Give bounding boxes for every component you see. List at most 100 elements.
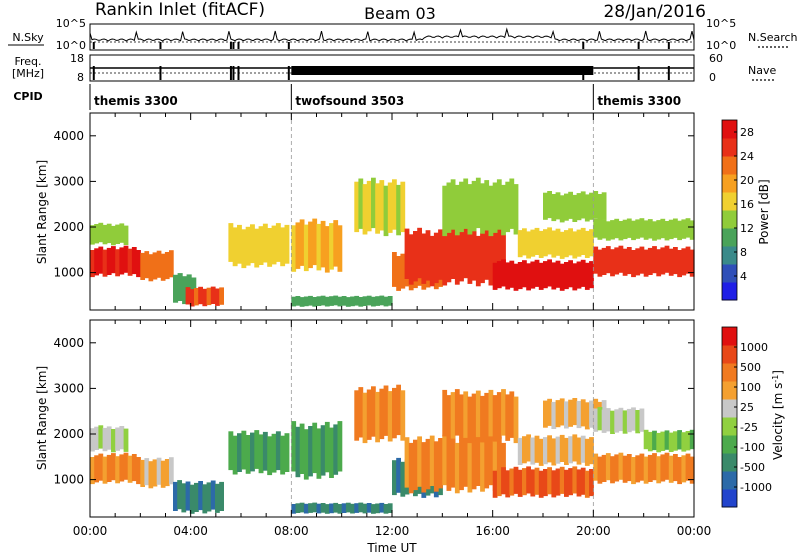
power-cell <box>492 231 498 283</box>
velocity-cell <box>463 391 469 438</box>
power-cell <box>555 192 561 220</box>
velocity-cell <box>580 435 586 463</box>
y-tick-label: 4000 <box>53 336 84 350</box>
power-cell <box>324 226 330 273</box>
velocity-cell <box>350 503 355 514</box>
velocity-cell <box>194 482 199 512</box>
velocity-cell <box>316 428 322 479</box>
velocity-cell <box>572 398 578 426</box>
velocity-cell <box>538 438 544 466</box>
velocity-cell <box>496 437 502 488</box>
power-cell <box>580 191 586 219</box>
noise-trace <box>89 27 695 49</box>
power-cell <box>366 180 372 232</box>
velocity-cell <box>589 469 594 497</box>
power-cell <box>660 247 666 275</box>
velocity-cell <box>568 399 573 427</box>
velocity-cell <box>605 408 611 432</box>
velocity-cell <box>392 387 397 439</box>
velocity-cell <box>576 437 582 465</box>
power-colorbar-swatch <box>722 156 737 175</box>
velocity-colorbar-swatch <box>722 471 737 490</box>
x-tick-label: 16:00 <box>475 524 510 538</box>
freq-left-tick-bottom: 8 <box>77 71 84 84</box>
velocity-cell <box>438 438 443 489</box>
power-cell <box>488 235 494 286</box>
velocity-cell <box>618 452 624 480</box>
power-cell <box>685 218 691 238</box>
velocity-cell <box>258 434 264 474</box>
power-cell <box>358 297 364 307</box>
power-cell <box>408 234 414 285</box>
power-colorbar-label: Power [dB] <box>757 179 771 244</box>
velocity-cell <box>144 458 150 486</box>
frequency-panel: Freq. [MHz] 18 8 60 0 Nave <box>12 52 777 84</box>
power-cell <box>421 233 427 284</box>
velocity-cell <box>593 408 599 432</box>
velocity-cell <box>484 438 490 489</box>
power-cell <box>442 185 448 237</box>
velocity-cell <box>551 401 557 429</box>
velocity-cell <box>501 389 506 436</box>
power-cell <box>568 260 573 288</box>
power-cell <box>115 249 120 277</box>
power-cell <box>467 184 473 235</box>
beam-title: Beam 03 <box>364 4 436 23</box>
velocity-cell <box>475 435 481 486</box>
power-cell <box>90 225 95 245</box>
velocity-cell <box>673 454 678 482</box>
velocity-cell <box>379 502 385 513</box>
velocity-cell <box>115 456 120 484</box>
power-cell <box>597 249 603 277</box>
velocity-colorbar-tick-label: 25 <box>740 401 754 414</box>
velocity-cell <box>551 470 557 498</box>
velocity-cell <box>656 456 662 484</box>
velocity-colorbar-swatch <box>722 417 737 436</box>
velocity-cell <box>312 502 318 513</box>
velocity-cell <box>626 454 632 482</box>
power-cell <box>98 246 104 274</box>
velocity-cell <box>639 408 645 432</box>
velocity-cell <box>526 466 531 494</box>
velocity-cell <box>189 484 195 514</box>
velocity-cell <box>543 400 548 428</box>
power-cell <box>280 227 286 267</box>
power-cell <box>643 249 649 277</box>
velocity-cell <box>119 426 125 450</box>
power-cell <box>639 218 645 238</box>
x-tick-label: 04:00 <box>173 524 208 538</box>
velocity-cell <box>534 467 540 495</box>
velocity-cell <box>614 409 620 433</box>
freq-label-1: Freq. <box>14 55 41 68</box>
velocity-cell <box>605 453 611 481</box>
velocity-cell <box>543 469 548 497</box>
power-cell <box>303 224 309 272</box>
velocity-cell <box>492 440 498 491</box>
velocity-cell <box>530 469 536 497</box>
velocity-cell <box>400 390 406 441</box>
power-cell <box>622 248 628 276</box>
power-cell <box>140 252 145 280</box>
velocity-cell <box>271 433 277 473</box>
power-cell <box>90 250 95 278</box>
velocity-cell <box>219 481 224 511</box>
power-cell <box>450 179 456 230</box>
power-cell <box>467 233 473 284</box>
velocity-cell <box>505 470 511 498</box>
nave-right-tick-bottom: 0 <box>709 71 716 84</box>
velocity-cell <box>90 457 95 485</box>
power-cell <box>446 231 452 283</box>
velocity-cell <box>496 392 502 439</box>
velocity-cell <box>442 389 448 437</box>
velocity-colorbar-tick-label: 100 <box>740 381 761 394</box>
velocity-cell <box>501 467 506 495</box>
power-cell <box>593 218 599 238</box>
power-cell <box>392 179 397 230</box>
power-cell <box>517 230 523 258</box>
power-cell <box>543 261 548 289</box>
station-title: Rankin Inlet (fitACF) <box>95 0 265 20</box>
velocity-cell <box>559 434 565 462</box>
power-cell <box>333 295 339 306</box>
velocity-cell <box>250 432 255 472</box>
power-cell <box>610 220 615 240</box>
